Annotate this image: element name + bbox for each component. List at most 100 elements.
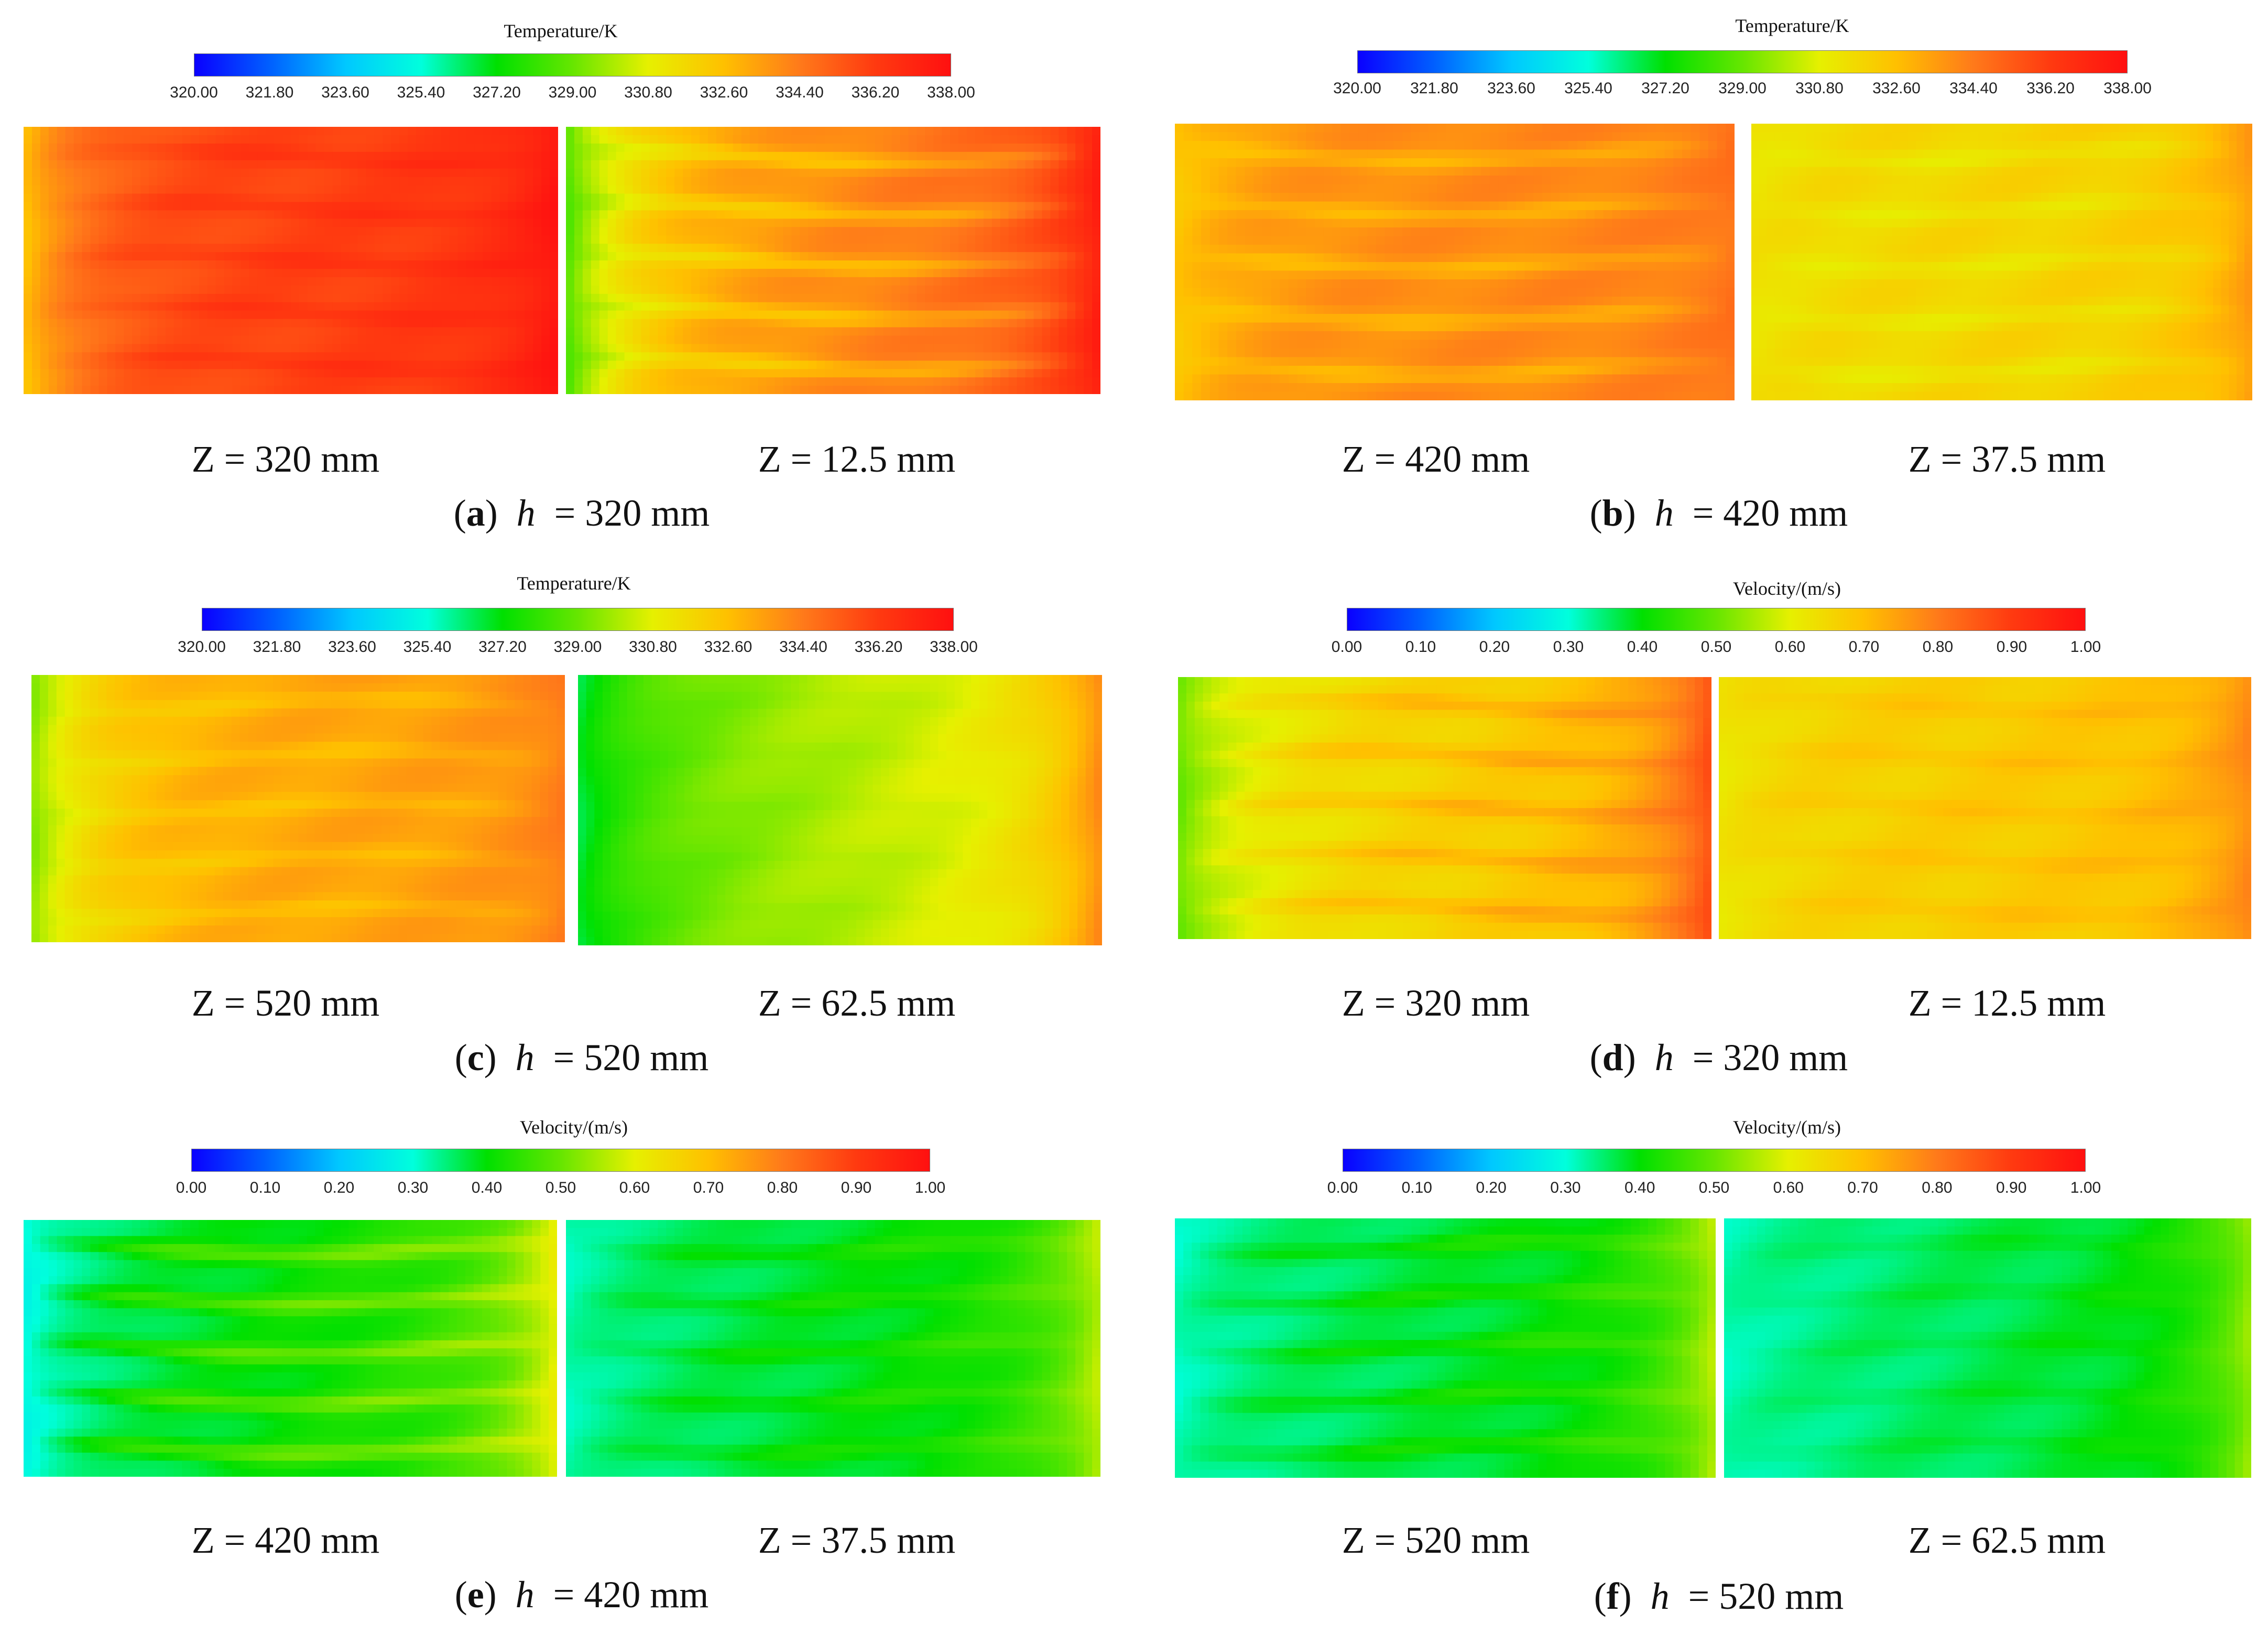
colorbar-tick-label: 0.00 <box>1310 638 1383 656</box>
h-value: = 520 mm <box>553 1037 709 1078</box>
h-value: = 520 mm <box>1688 1575 1844 1617</box>
z-label-right: Z = 62.5 mm <box>700 982 1014 1025</box>
contour-plot-right <box>1751 124 2252 400</box>
colorbar-tick-label: 332.60 <box>688 84 761 102</box>
contour-field <box>1719 677 2251 939</box>
colorbar-tick-label: 327.20 <box>1629 80 1702 97</box>
colorbar-tick-label: 330.80 <box>612 84 685 102</box>
panel-caption: (e) h = 420 mm <box>346 1573 817 1617</box>
panel-letter: f <box>1607 1575 1619 1617</box>
panel-caption: (d) h = 320 mm <box>1483 1036 1955 1080</box>
colorbar-tick-label: 0.80 <box>1901 638 1975 656</box>
h-symbol: h <box>517 492 536 534</box>
contour-plot-right <box>566 127 1100 394</box>
colorbar-tick-label: 338.00 <box>2091 80 2164 97</box>
z-label-left: Z = 420 mm <box>1279 438 1593 481</box>
colorbar-tick-label: 0.20 <box>302 1179 376 1197</box>
colorbar-tick-label: 0.20 <box>1455 1179 1528 1197</box>
colorbar-tick-label: 0.70 <box>1826 1179 1900 1197</box>
colorbar-tick-label: 0.70 <box>672 1179 745 1197</box>
colorbar-tick-label: 334.40 <box>1937 80 2010 97</box>
contour-plot-left <box>24 1220 557 1477</box>
h-symbol: h <box>516 1037 535 1078</box>
h-symbol: h <box>1651 1575 1670 1617</box>
z-label-right: Z = 12.5 mm <box>1850 982 2164 1025</box>
colorbar-tick-label: 0.70 <box>1827 638 1901 656</box>
colorbar-tick-label: 332.60 <box>692 638 765 656</box>
colorbar-title: Temperature/K <box>24 572 1124 594</box>
contour-plot-left <box>1175 124 1735 400</box>
panel-letter: b <box>1602 492 1623 534</box>
colorbar-tick-label: 0.40 <box>1603 1179 1676 1197</box>
colorbar-tick-label: 0.80 <box>746 1179 819 1197</box>
panel-letter: c <box>467 1037 484 1078</box>
colorbar-tick-label: 338.00 <box>914 84 988 102</box>
colorbar-tick-label: 338.00 <box>917 638 990 656</box>
colorbar-title: Velocity/(m/s) <box>1237 1116 2268 1138</box>
colorbar-tick-label: 0.80 <box>1900 1179 1973 1197</box>
colorbar-title: Temperature/K <box>10 20 1111 42</box>
colorbar-tick-label: 329.00 <box>1706 80 1779 97</box>
panel-caption: (c) h = 520 mm <box>346 1036 817 1080</box>
contour-field <box>24 1220 557 1477</box>
colorbar-tick-label: 1.00 <box>2049 638 2122 656</box>
panel-c: Temperature/K 320.00 321.80 323.60 325.40 32… <box>21 555 1121 1095</box>
colorbar-ticks: 0.00 0.10 0.20 0.30 0.40 0.50 0.60 0.70 0.80 0.90… <box>1153 638 2253 659</box>
colorbar-tick-label: 0.10 <box>1380 1179 1454 1197</box>
panel-caption: (a) h = 320 mm <box>346 492 817 535</box>
panel-caption: (f) h = 520 mm <box>1483 1575 1955 1618</box>
colorbar <box>194 53 951 77</box>
panel-letter: d <box>1602 1037 1623 1078</box>
contour-plot-right <box>1724 1218 2251 1478</box>
colorbar-title: Temperature/K <box>1242 15 2268 37</box>
colorbar-tick-label: 323.60 <box>1475 80 1548 97</box>
colorbar-tick-label: 0.10 <box>1384 638 1457 656</box>
colorbar-tick-label: 0.00 <box>155 1179 228 1197</box>
contour-field <box>566 127 1100 394</box>
panel-letter: a <box>466 492 485 534</box>
contour-field <box>1175 124 1735 400</box>
colorbar <box>1357 50 2128 73</box>
contour-field <box>566 1220 1100 1477</box>
contour-field <box>1724 1218 2251 1478</box>
colorbar-tick-label: 325.40 <box>385 84 458 102</box>
h-symbol: h <box>1655 492 1674 534</box>
z-label-right: Z = 12.5 mm <box>700 438 1014 481</box>
colorbar-tick-label: 336.20 <box>839 84 912 102</box>
contour-plot-right <box>566 1220 1100 1477</box>
colorbar-tick-label: 321.80 <box>241 638 314 656</box>
colorbar-tick-label: 325.40 <box>391 638 464 656</box>
colorbar-tick-label: 327.20 <box>466 638 539 656</box>
colorbar-tick-label: 0.60 <box>1753 638 1827 656</box>
h-value: = 320 mm <box>1693 1037 1848 1078</box>
colorbar-tick-label: 0.40 <box>1606 638 1679 656</box>
colorbar-tick-label: 0.30 <box>1532 638 1605 656</box>
colorbar-tick-label: 0.10 <box>228 1179 302 1197</box>
contour-plot-left <box>1175 1218 1716 1478</box>
colorbar-tick-label: 0.90 <box>820 1179 893 1197</box>
panel-a: Temperature/K 320.00 321.80 323.60 325.40 32… <box>21 10 1121 550</box>
colorbar-tick-label: 0.30 <box>1529 1179 1602 1197</box>
z-label-left: Z = 520 mm <box>128 982 443 1025</box>
contour-plot-right <box>578 675 1102 945</box>
panel-caption: (b) h = 420 mm <box>1483 492 1955 535</box>
colorbar-tick-label: 323.60 <box>315 638 389 656</box>
contour-field <box>24 127 558 394</box>
colorbar-tick-label: 0.50 <box>1677 1179 1751 1197</box>
colorbar-tick-label: 320.00 <box>1321 80 1394 97</box>
colorbar-tick-label: 1.00 <box>2049 1179 2122 1197</box>
colorbar-tick-label: 329.00 <box>541 638 615 656</box>
contour-plot-left <box>24 127 558 394</box>
colorbar-tick-label: 336.20 <box>842 638 915 656</box>
colorbar-tick-label: 321.80 <box>233 84 307 102</box>
colorbar <box>1343 1149 2086 1172</box>
contour-field <box>1751 124 2252 400</box>
contour-field <box>1175 1218 1716 1478</box>
contour-plot-right <box>1719 677 2251 939</box>
z-label-right: Z = 37.5 mm <box>1850 438 2164 481</box>
h-symbol: h <box>516 1574 535 1616</box>
contour-field <box>578 675 1102 945</box>
colorbar-tick-label: 0.30 <box>376 1179 450 1197</box>
contour-field <box>31 675 565 942</box>
h-value: = 320 mm <box>554 492 710 534</box>
